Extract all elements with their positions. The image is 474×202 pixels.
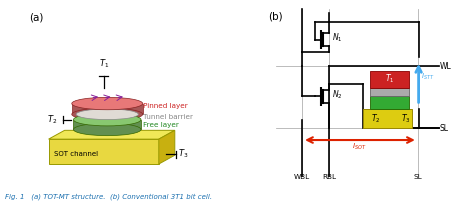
Text: $T_1$: $T_1$	[384, 73, 394, 85]
Text: $T_3$: $T_3$	[401, 113, 411, 125]
Ellipse shape	[72, 108, 143, 121]
Text: $T_3$: $T_3$	[178, 148, 189, 160]
Polygon shape	[48, 139, 159, 164]
Text: SL: SL	[413, 174, 422, 180]
Text: $T_2$: $T_2$	[47, 113, 57, 126]
Text: $N_2$: $N_2$	[332, 88, 343, 101]
Bar	[364, 109, 412, 128]
Bar	[370, 88, 409, 96]
Text: Fig. 1   (a) TOT-MT structure.  (b) Conventional 3T1 bit cell.: Fig. 1 (a) TOT-MT structure. (b) Convent…	[5, 193, 212, 200]
Text: Free layer: Free layer	[143, 122, 179, 127]
Text: $N_1$: $N_1$	[332, 32, 343, 44]
Ellipse shape	[76, 109, 138, 120]
Text: RBL: RBL	[322, 174, 336, 180]
Text: Tunnel barrier: Tunnel barrier	[143, 114, 193, 120]
Polygon shape	[48, 130, 175, 139]
Text: $I_{SOT}$: $I_{SOT}$	[352, 142, 366, 152]
Polygon shape	[159, 130, 175, 164]
Text: (a): (a)	[29, 13, 44, 23]
Polygon shape	[73, 120, 141, 129]
Text: SL: SL	[440, 124, 449, 133]
Text: WL: WL	[440, 62, 452, 71]
Ellipse shape	[76, 114, 138, 125]
Polygon shape	[76, 114, 138, 120]
Polygon shape	[72, 104, 143, 114]
Bar	[370, 96, 409, 109]
Text: WBL: WBL	[294, 174, 310, 180]
Text: Pinned layer: Pinned layer	[143, 103, 188, 109]
Text: SOT channel: SOT channel	[54, 151, 98, 157]
Text: $T_2$: $T_2$	[371, 113, 380, 125]
Text: (b): (b)	[268, 11, 283, 21]
Text: $I_{STT}$: $I_{STT}$	[421, 72, 434, 82]
Bar	[370, 71, 409, 88]
Text: $T_1$: $T_1$	[99, 57, 109, 70]
Ellipse shape	[72, 97, 143, 110]
Ellipse shape	[73, 114, 141, 126]
Ellipse shape	[73, 123, 141, 136]
